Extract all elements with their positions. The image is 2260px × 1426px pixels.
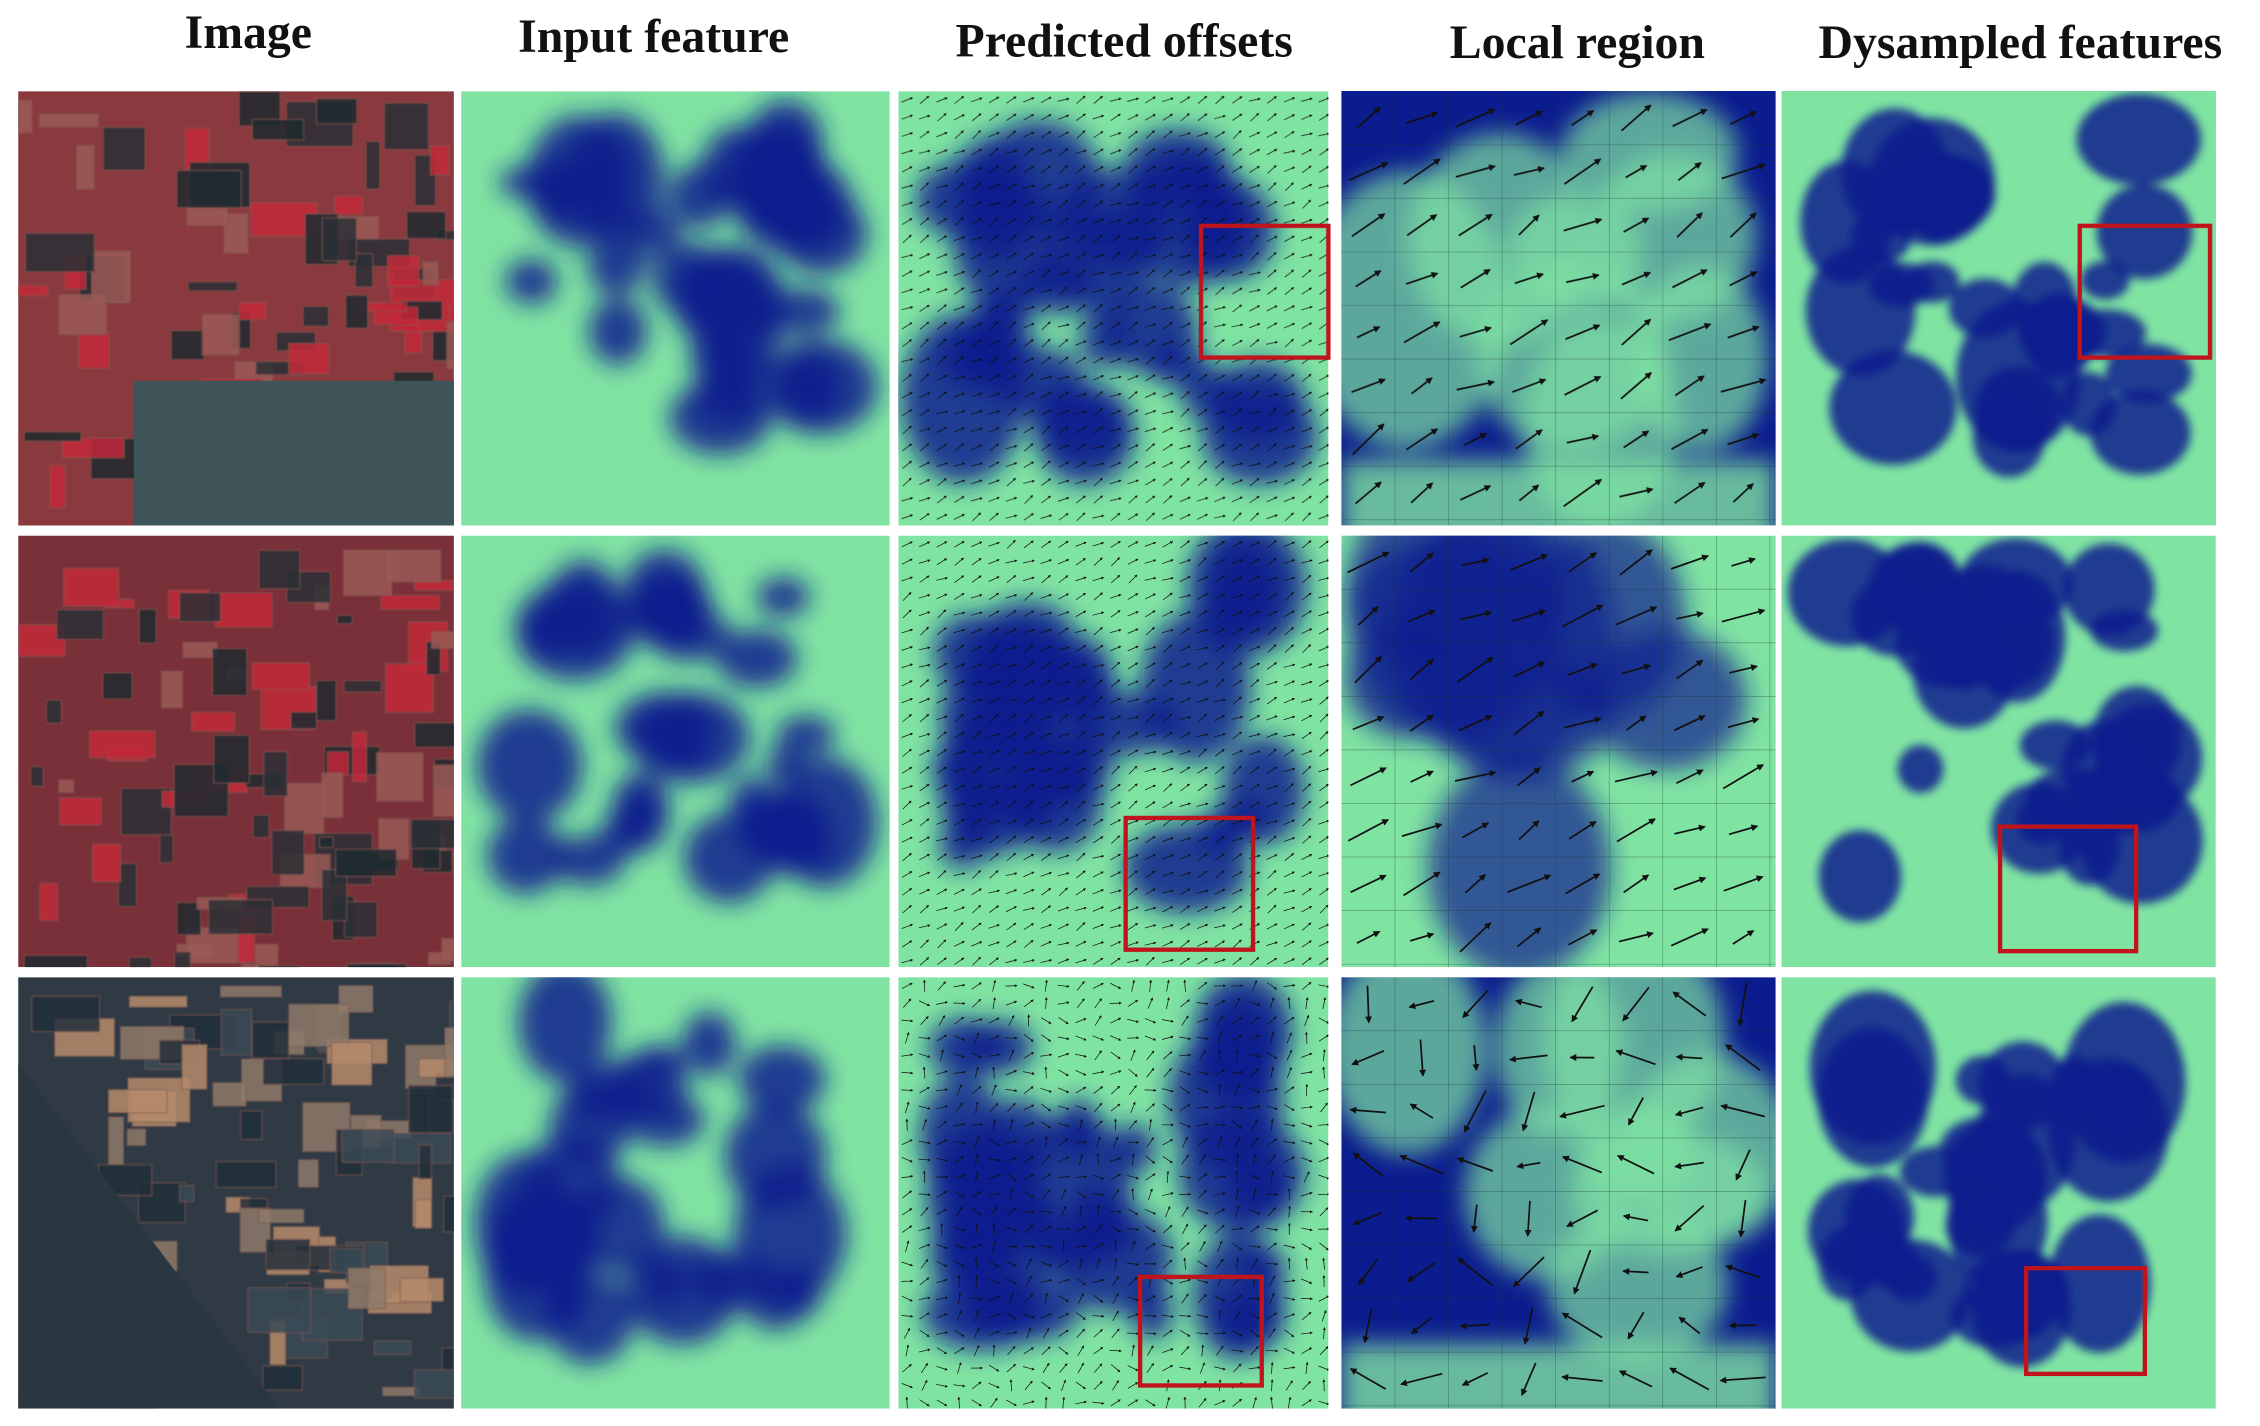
image-tile <box>461 91 890 526</box>
image-tile <box>898 535 1329 968</box>
image-tile <box>461 977 890 1409</box>
tile-grid <box>18 91 2216 1409</box>
image-tile <box>1781 535 2216 968</box>
image-tile <box>898 977 1329 1409</box>
image-tile <box>898 91 1331 526</box>
column-header: Local region <box>1450 16 1705 69</box>
offset-arrows <box>901 979 1329 1409</box>
image-tile <box>1341 91 1776 526</box>
image-tile <box>461 535 890 968</box>
highlight-box <box>2077 223 2213 360</box>
image-tile <box>18 91 454 526</box>
column-header: Dysampled features <box>1818 16 2222 69</box>
highlight-box <box>1997 824 2139 954</box>
image-tile <box>18 535 454 968</box>
image-tile <box>1341 535 1776 968</box>
image-tile <box>18 977 454 1409</box>
highlight-box <box>1123 815 1256 952</box>
highlight-box <box>1137 1274 1264 1388</box>
column-header: Image <box>185 6 312 59</box>
image-tile <box>1781 91 2216 526</box>
highlight-box <box>1198 223 1331 360</box>
highlight-box <box>2023 1266 2148 1377</box>
offset-arrows <box>901 95 1329 522</box>
column-header: Predicted offsets <box>956 14 1293 67</box>
column-header: Input feature <box>518 10 789 63</box>
image-tile <box>1781 977 2216 1409</box>
image-tile <box>1341 977 1776 1409</box>
offset-arrows <box>1341 977 1776 1409</box>
offset-arrows <box>901 539 1329 966</box>
offset-arrows <box>1341 91 1776 526</box>
offset-arrows <box>1341 535 1776 968</box>
